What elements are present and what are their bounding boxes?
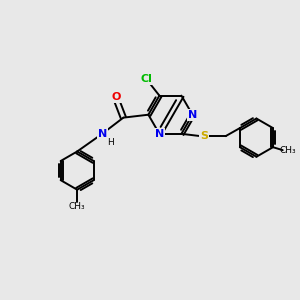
Text: CH₃: CH₃ <box>69 202 85 211</box>
Text: N: N <box>98 129 107 139</box>
Text: N: N <box>188 110 197 120</box>
Text: H: H <box>107 138 114 147</box>
Text: S: S <box>200 131 208 141</box>
Text: O: O <box>111 92 121 102</box>
Text: Cl: Cl <box>140 74 152 84</box>
Text: CH₃: CH₃ <box>279 146 296 154</box>
Text: N: N <box>155 129 164 139</box>
